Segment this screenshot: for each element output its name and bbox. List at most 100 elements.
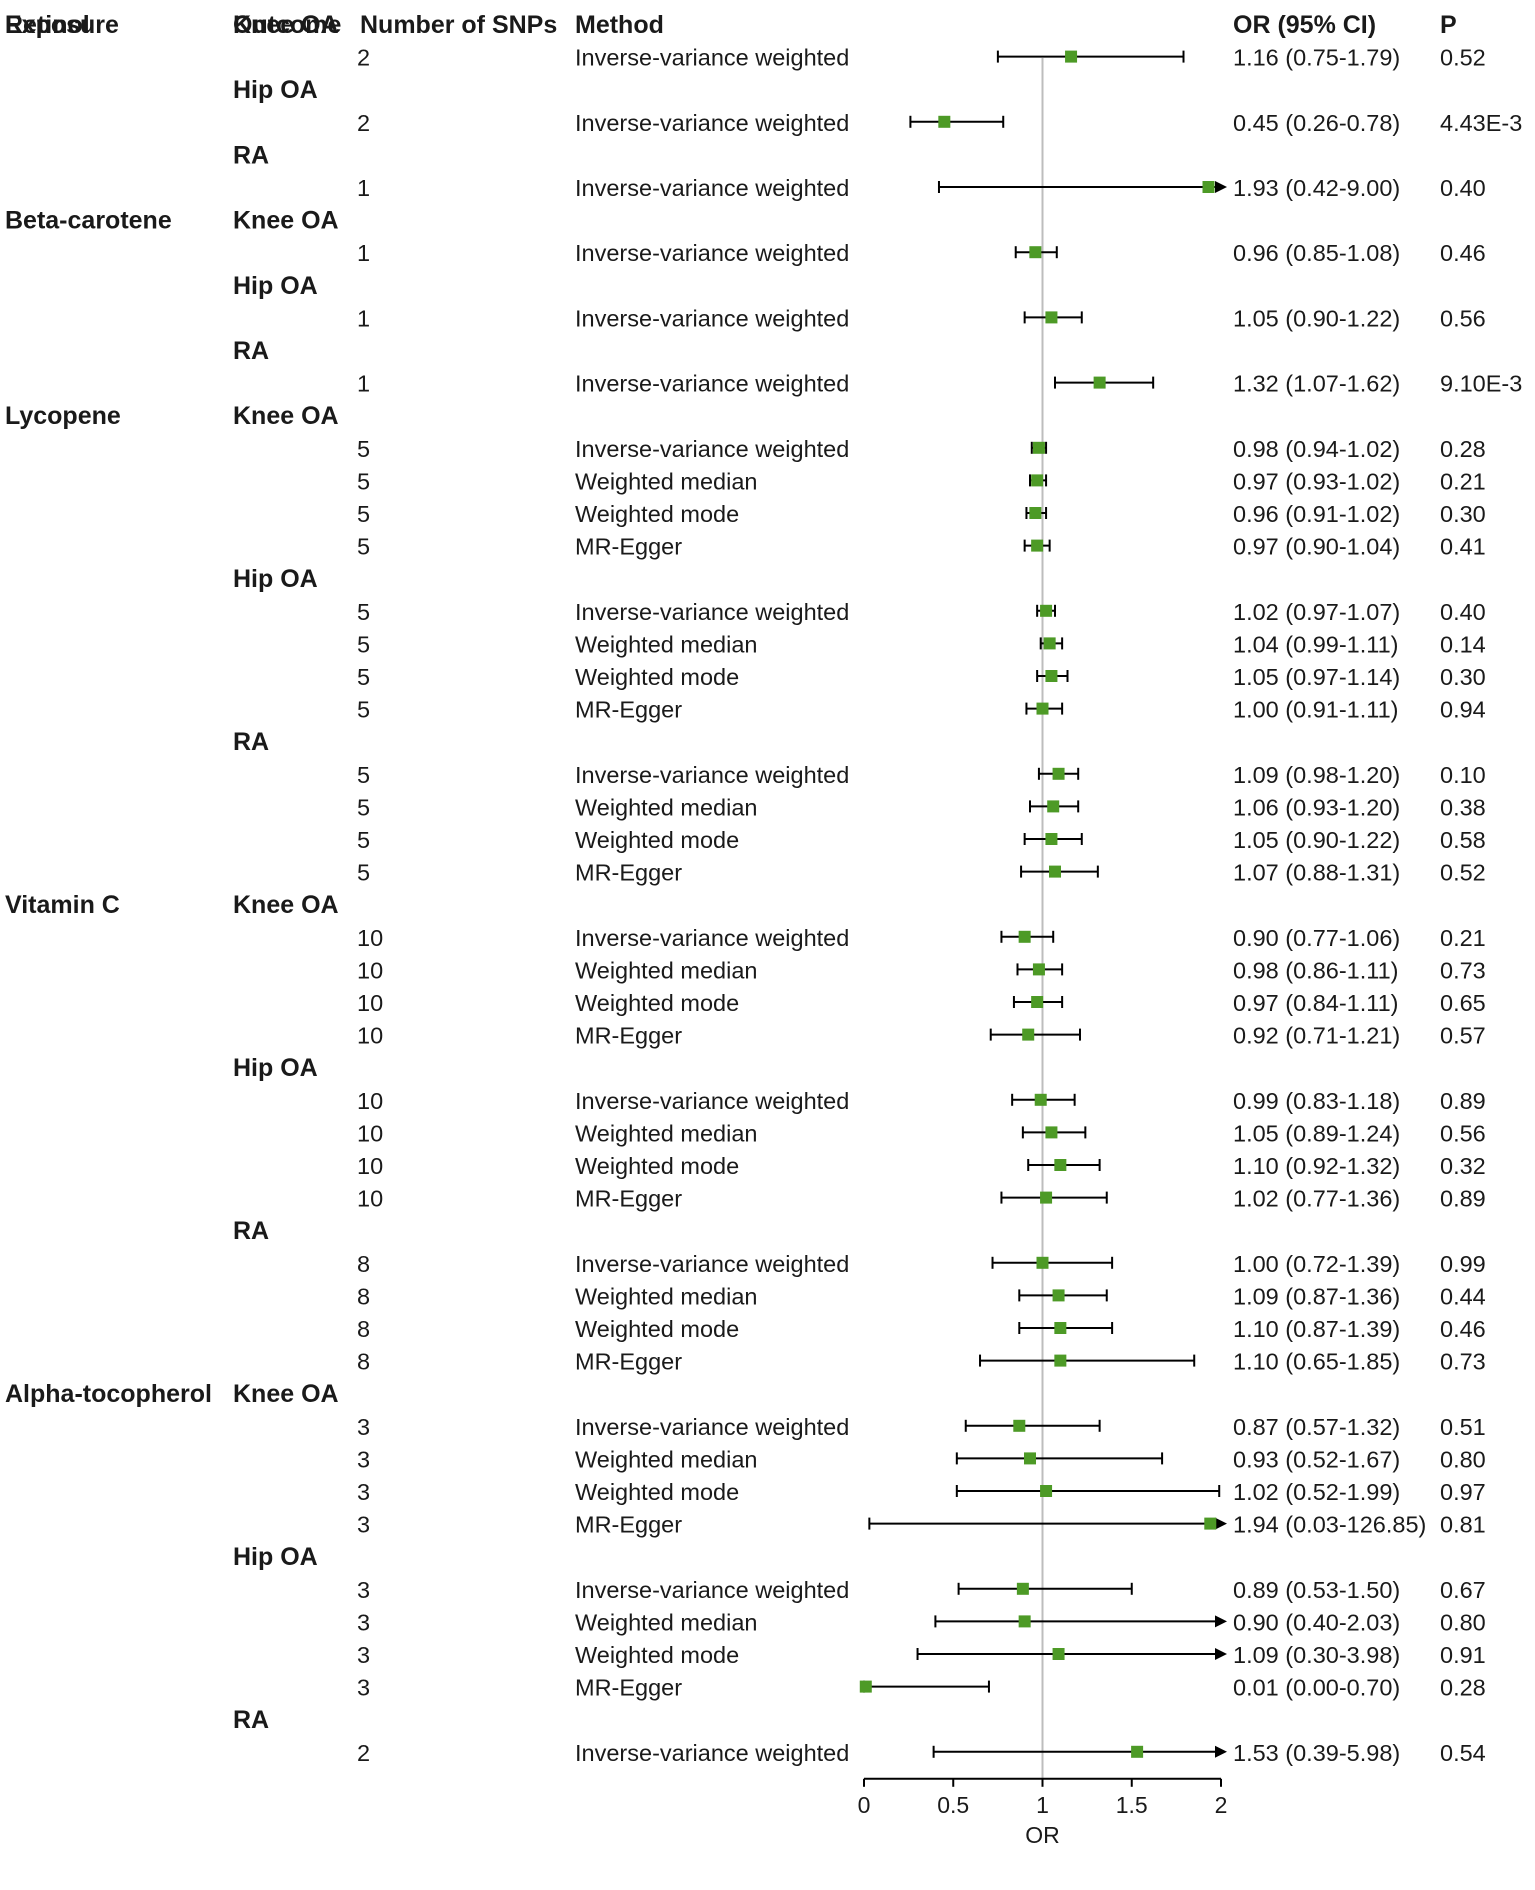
or-ci-text: 0.89 (0.53-1.50) xyxy=(1233,1577,1400,1603)
snp-count: 8 xyxy=(357,1349,370,1375)
snp-count: 5 xyxy=(357,501,370,527)
point-estimate-marker xyxy=(1013,1419,1026,1432)
point-estimate-marker xyxy=(1131,1745,1144,1758)
or-ci-text: 1.53 (0.39-5.98) xyxy=(1233,1740,1400,1766)
x-tick-label: 2 xyxy=(1215,1792,1228,1818)
method-label: Inverse-variance weighted xyxy=(575,371,849,397)
exposure-label: Alpha-tocopherol xyxy=(5,1380,212,1408)
snp-count: 10 xyxy=(357,1186,383,1212)
method-label: Weighted mode xyxy=(575,1479,739,1505)
point-estimate-marker xyxy=(1052,767,1065,780)
method-label: MR-Egger xyxy=(575,860,682,886)
ci-arrow-high xyxy=(1215,1615,1227,1628)
point-estimate-marker xyxy=(1031,996,1044,1008)
or-ci-text: 1.00 (0.91-1.11) xyxy=(1233,697,1398,723)
snp-count: 3 xyxy=(357,1414,370,1440)
forest-row: 2 Inverse-variance weighted 1.16 (0.75-1.7… xyxy=(357,45,1486,71)
snp-count: 5 xyxy=(357,697,370,723)
forest-row: 3 Weighted mode 1.09 (0.30-3.98) 0.91 xyxy=(357,1642,1486,1668)
p-value: 0.54 xyxy=(1440,1740,1486,1766)
method-label: MR-Egger xyxy=(575,1023,682,1049)
p-value: 0.32 xyxy=(1440,1153,1486,1179)
point-estimate-marker xyxy=(1047,800,1060,813)
method-label: Inverse-variance weighted xyxy=(575,925,849,951)
p-value: 0.73 xyxy=(1440,957,1486,983)
outcome-label: RA xyxy=(233,337,269,365)
point-estimate-marker xyxy=(1054,1322,1067,1334)
outcome-label: RA xyxy=(233,1217,269,1245)
snp-count: 3 xyxy=(357,1577,370,1603)
point-estimate-marker xyxy=(1065,50,1078,63)
or-ci-text: 1.94 (0.03-126.85) xyxy=(1233,1512,1426,1538)
p-value: 0.58 xyxy=(1440,827,1486,853)
snp-count: 2 xyxy=(357,45,370,71)
point-estimate-marker xyxy=(1034,1093,1047,1106)
outcome-label: Knee OA xyxy=(233,11,339,39)
snp-count: 5 xyxy=(357,436,370,462)
forest-row: 3 Weighted median 0.90 (0.40-2.03) 0.80 xyxy=(357,1609,1486,1635)
header-outcome: Outcome xyxy=(233,11,341,39)
p-value: 0.56 xyxy=(1440,305,1486,331)
point-estimate-marker xyxy=(859,1680,872,1693)
p-value: 0.73 xyxy=(1440,1349,1486,1375)
method-label: Weighted mode xyxy=(575,664,739,690)
or-ci-text: 1.07 (0.88-1.31) xyxy=(1233,860,1400,886)
p-value: 0.38 xyxy=(1440,794,1486,820)
method-label: Weighted mode xyxy=(575,827,739,853)
or-ci-text: 0.01 (0.00-0.70) xyxy=(1233,1675,1400,1701)
or-ci-text: 1.09 (0.30-3.98) xyxy=(1233,1642,1400,1668)
forest-row: 5 MR-Egger 1.00 (0.91-1.11) 0.94 xyxy=(357,697,1486,723)
snp-count: 5 xyxy=(357,599,370,625)
snp-count: 3 xyxy=(357,1609,370,1635)
forest-row: 3 MR-Egger 0.01 (0.00-0.70) 0.28 xyxy=(357,1675,1486,1701)
or-ci-text: 1.10 (0.65-1.85) xyxy=(1233,1349,1400,1375)
ci-arrow-high xyxy=(1215,1745,1227,1758)
snp-count: 1 xyxy=(357,175,370,201)
snp-count: 1 xyxy=(357,305,370,331)
forest-row: 5 MR-Egger 0.97 (0.90-1.04) 0.41 xyxy=(357,534,1486,560)
point-estimate-marker xyxy=(1032,441,1045,454)
p-value: 0.89 xyxy=(1440,1088,1486,1114)
snp-count: 10 xyxy=(357,1088,383,1114)
method-label: MR-Egger xyxy=(575,534,682,560)
snp-count: 3 xyxy=(357,1512,370,1538)
forest-row: 8 Weighted median 1.09 (0.87-1.36) 0.44 xyxy=(357,1283,1486,1309)
x-tick-label: 0 xyxy=(858,1792,871,1818)
snp-count: 2 xyxy=(357,1740,370,1766)
outcome-label: Hip OA xyxy=(233,1543,318,1571)
point-estimate-marker xyxy=(938,115,951,128)
p-value: 0.56 xyxy=(1440,1120,1486,1146)
header-method: Method xyxy=(575,11,664,39)
exposure-label: Retinol xyxy=(5,11,90,39)
method-label: Weighted mode xyxy=(575,990,739,1016)
point-estimate-marker xyxy=(1045,1126,1058,1139)
method-label: Weighted median xyxy=(575,957,757,983)
or-ci-text: 1.05 (0.90-1.22) xyxy=(1233,827,1400,853)
method-label: Inverse-variance weighted xyxy=(575,110,849,136)
method-label: Weighted mode xyxy=(575,1642,739,1668)
forest-row: 10 MR-Egger 0.92 (0.71-1.21) 0.57 xyxy=(357,1023,1486,1049)
method-label: Inverse-variance weighted xyxy=(575,45,849,71)
or-ci-text: 1.05 (0.97-1.14) xyxy=(1233,664,1400,690)
method-label: MR-Egger xyxy=(575,1349,682,1375)
x-tick-label: 1 xyxy=(1036,1792,1049,1818)
point-estimate-marker xyxy=(1045,833,1058,845)
point-estimate-marker xyxy=(1054,1354,1067,1367)
p-value: 0.46 xyxy=(1440,1316,1486,1342)
forest-row: 5 Inverse-variance weighted 1.02 (0.97-1.0… xyxy=(357,599,1486,625)
or-ci-text: 0.92 (0.71-1.21) xyxy=(1233,1023,1400,1049)
method-label: MR-Egger xyxy=(575,1186,682,1212)
point-estimate-marker xyxy=(1043,637,1056,650)
forest-row: 2 Inverse-variance weighted 1.53 (0.39-5.9… xyxy=(357,1740,1486,1766)
p-value: 0.52 xyxy=(1440,860,1486,886)
forest-row: 10 Inverse-variance weighted 0.90 (0.77-1.… xyxy=(357,925,1486,951)
snp-count: 5 xyxy=(357,860,370,886)
ci-arrow-high xyxy=(1215,1648,1227,1660)
snp-count: 5 xyxy=(357,794,370,820)
method-label: Weighted mode xyxy=(575,1316,739,1342)
p-value: 0.14 xyxy=(1440,631,1486,657)
point-estimate-marker xyxy=(1032,963,1045,976)
point-estimate-marker xyxy=(1040,1485,1053,1497)
or-ci-text: 0.97 (0.93-1.02) xyxy=(1233,468,1400,494)
